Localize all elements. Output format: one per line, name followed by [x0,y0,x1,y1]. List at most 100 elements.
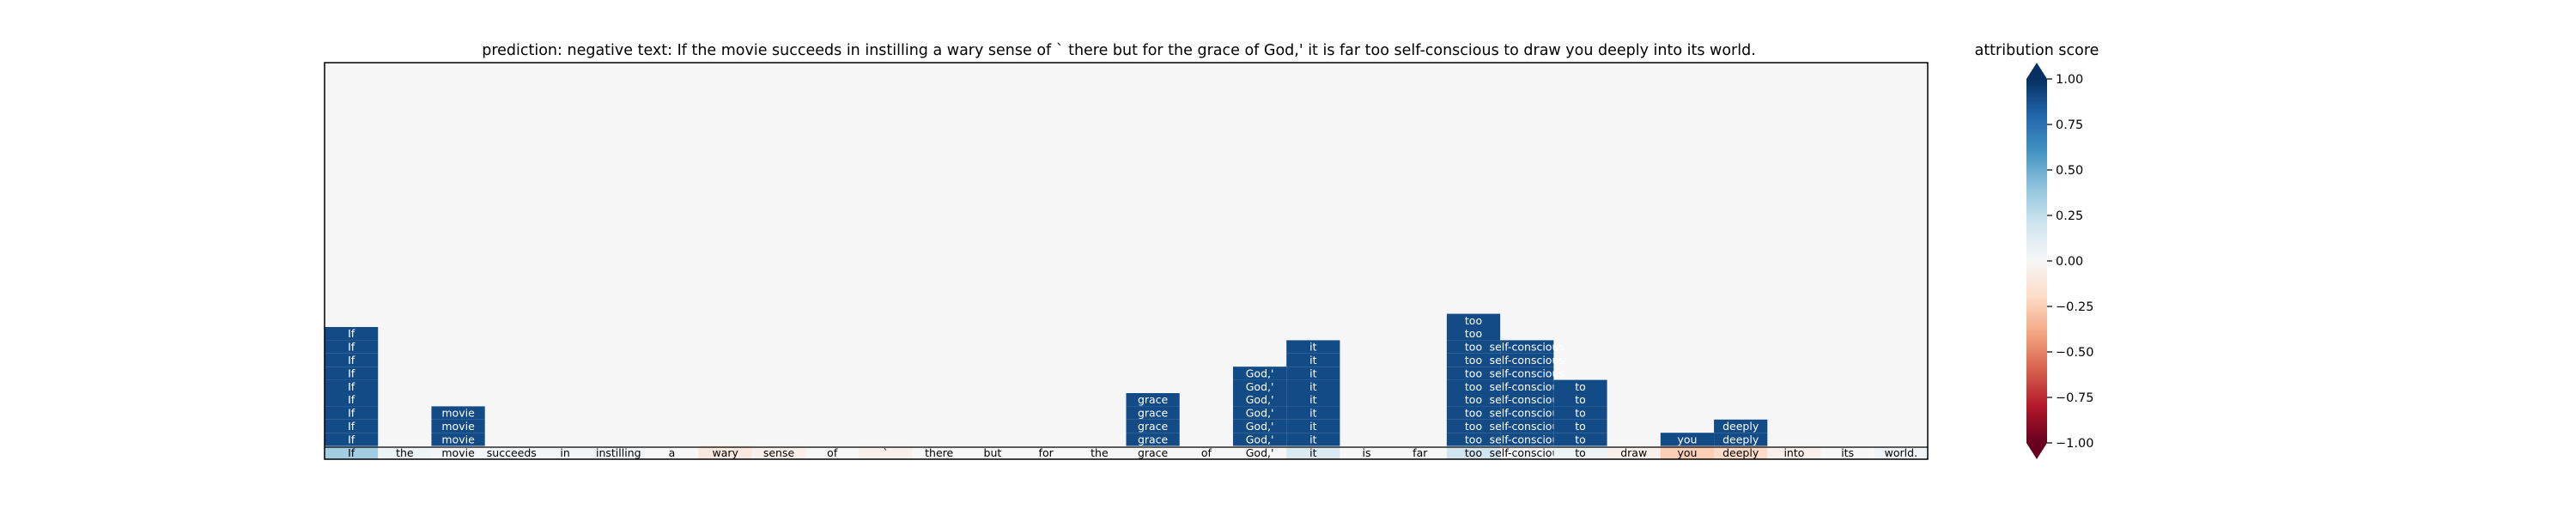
attribution-cell-label: If [348,354,355,367]
attribution-cell-label: too [1465,341,1482,354]
chart-title: prediction: negative text: If the movie … [482,42,1756,59]
token-label: to [1575,446,1586,459]
attribution-cell [325,327,379,341]
token-cell [1660,445,1715,459]
attribution-cell-label: too [1465,420,1482,433]
attribution-cell-label: too [1465,393,1482,406]
attribution-cell [325,406,379,420]
token-label: If [348,446,355,459]
attribution-cell-label: deeply [1722,420,1759,433]
token-cell [1714,445,1768,459]
colorbar-ticks: 1.00 0.75 0.50 0.25 0.00 −0.25 −0.50 −0.75 −1.00 [2047,73,2093,451]
attribution-cell-label: too [1465,367,1482,379]
attribution-cell-label: to [1575,407,1586,420]
attribution-cell-label: God,' [1246,407,1274,420]
attribution-cell [1446,353,1501,367]
attribution-cell-label: movie [441,407,475,420]
token-label: world. [1885,446,1917,459]
token-cell [1072,445,1127,459]
attribution-cell [1500,433,1554,446]
attribution-cell-label: If [348,367,355,379]
attribution-cell-label: too [1465,354,1482,367]
attribution-cell [1500,367,1554,380]
attribution-cell-label: If [348,407,355,420]
token-label: self-conscious [1490,446,1564,459]
attribution-cell [1286,393,1340,407]
token-cell [1340,445,1394,459]
token-label: into [1783,446,1804,459]
token-label: for [1039,446,1054,459]
token-label: the [1091,446,1109,459]
token-label: but [984,446,1002,459]
colorbar-tick-label: −0.50 [2056,346,2093,360]
attribution-cell-label: too [1465,433,1482,445]
token-cell [1553,445,1607,459]
colorbar-extend-bottom [2026,443,2047,459]
attribution-cell [1500,393,1554,407]
attribution-cell [1660,433,1715,446]
attribution-cell [325,340,379,354]
token-cell [751,445,806,459]
colorbar-tick-label: −0.25 [2056,300,2093,314]
attribution-cell [1553,433,1607,446]
attribution-cell-label: God,' [1246,380,1274,393]
attribution-cell [325,419,379,433]
colorbar-tick-label: −1.00 [2056,437,2093,451]
attribution-cell [1714,419,1768,433]
token-label: grace [1138,446,1169,459]
attribution-cell [1500,406,1554,420]
attribution-cell-label: to [1575,393,1586,406]
token-cell [1286,445,1340,459]
attribution-cell-label: it [1309,380,1316,393]
token-label: of [827,446,838,459]
attribution-cell-label: too [1465,380,1482,393]
token-label: of [1201,446,1212,459]
token-label: you [1677,446,1697,459]
token-cell [1820,445,1874,459]
token-label: in [560,446,569,459]
attribution-cell [1446,433,1501,446]
token-label: a [669,446,676,459]
token-label: it [1309,446,1316,459]
token-label: God,' [1246,446,1274,459]
attribution-cell-label: deeply [1722,433,1759,445]
attribution-cell [325,393,379,407]
attribution-cell [1553,406,1607,420]
token-label: is [1363,446,1371,459]
token-cell [1126,445,1180,459]
attribution-cell [1232,379,1287,393]
attribution-cell-label: self-conscious [1490,407,1564,420]
attribution-cell [1446,327,1501,341]
attribution-cell-label: to [1575,433,1586,445]
attribution-cell-label: it [1309,367,1316,379]
token-cell [378,445,432,459]
attribution-cell [325,367,379,380]
token-label: wary [713,446,739,459]
attribution-cell [325,353,379,367]
colorbar-tick-label: 0.25 [2056,209,2083,223]
attribution-cell [1446,340,1501,354]
attribution-cell [1286,433,1340,446]
token-cell [645,445,699,459]
attribution-cell-label: If [348,433,355,445]
attribution-cell-label: movie [441,433,475,445]
attribution-cell-label: If [348,327,355,340]
attribution-cell [1286,406,1340,420]
token-cell [1446,445,1501,459]
attribution-cell [1500,353,1554,367]
token-label: sense [763,446,795,459]
token-cell [1232,445,1287,459]
attribution-cell [1126,393,1180,407]
token-label: the [396,446,414,459]
attribution-cell [1232,393,1287,407]
token-cell [1874,445,1928,459]
colorbar-tick-label: 0.00 [2056,255,2083,269]
attribution-cell-label: self-conscious [1490,354,1564,367]
attribution-cell [1446,419,1501,433]
attribution-cell-label: self-conscious [1490,367,1564,379]
attribution-cell [1286,353,1340,367]
token-label: movie [441,446,475,459]
attribution-cell [1446,313,1501,327]
colorbar-tick-label: 0.75 [2056,118,2083,132]
